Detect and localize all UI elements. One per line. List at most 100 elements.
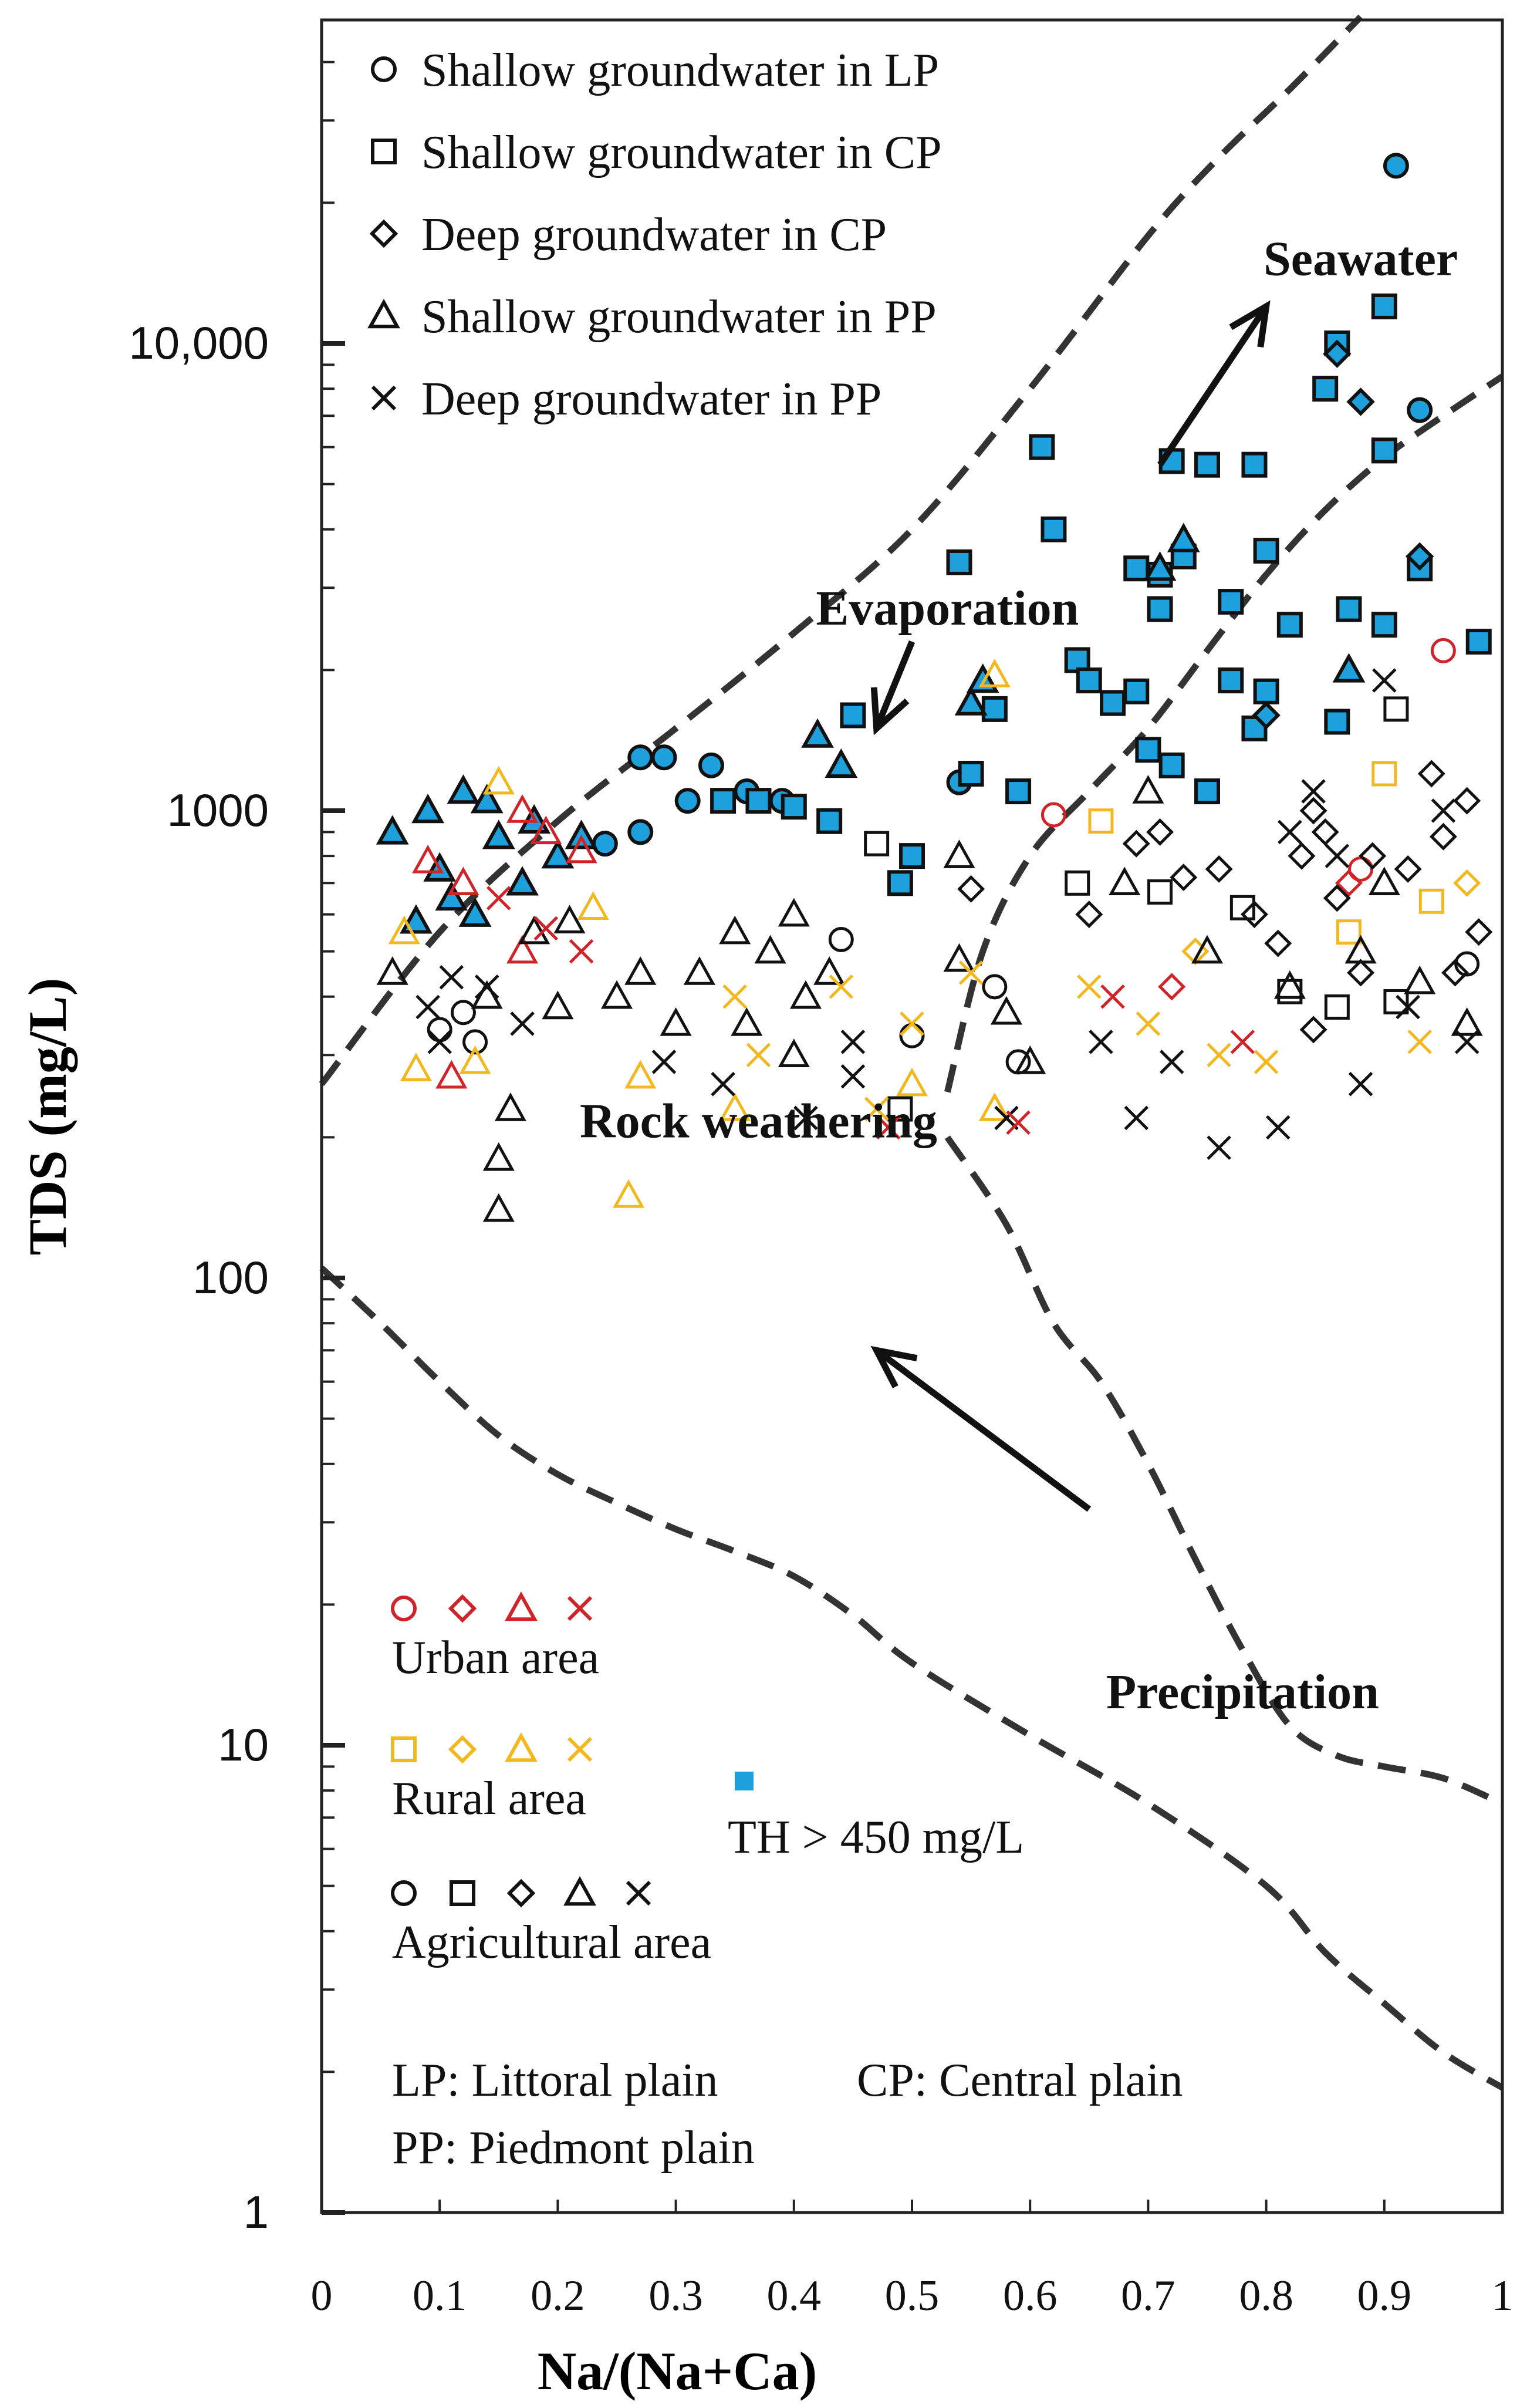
point-triangle [506, 794, 539, 823]
point-square [1253, 678, 1279, 704]
point-cross [1454, 1030, 1479, 1054]
point-cross-stroke-b [864, 1097, 889, 1121]
point-diamond [1264, 929, 1292, 957]
area-cross-icon [567, 1736, 593, 1762]
point-cross [829, 974, 854, 999]
point-circle [1454, 951, 1480, 977]
legend-label: Shallow groundwater in PP [421, 291, 937, 343]
x-tick-label: 0.8 [1239, 2272, 1293, 2320]
point-circle [674, 788, 701, 814]
point-cross-stroke-b [1348, 1071, 1373, 1097]
point-triangle [542, 990, 574, 1020]
point-cross-stroke-b [1100, 984, 1125, 1009]
point-diamond [1158, 973, 1186, 1001]
point-triangle [447, 866, 479, 896]
point-cross-stroke-b [1077, 974, 1102, 999]
point-triangle [1345, 935, 1377, 964]
x-tick-label: 0.5 [885, 2272, 940, 2320]
legend-label: Shallow groundwater in CP [421, 127, 942, 178]
point-triangle [541, 839, 575, 869]
upper-boundary [319, 14, 1363, 1087]
point-cross [416, 994, 440, 1020]
point-cross-stroke-b [1301, 779, 1326, 804]
point-square [1218, 589, 1244, 615]
point-triangle [1368, 866, 1400, 896]
point-diamond [1417, 760, 1445, 788]
point-square [1324, 994, 1350, 1020]
lower-boundary [319, 1266, 1504, 2091]
point-square [1383, 696, 1409, 722]
abbrev-lp: LP: Littoral plain [392, 2055, 718, 2106]
point-cross-stroke-b [1124, 1105, 1149, 1131]
point-diamond [1465, 918, 1493, 946]
legend-row: Shallow groundwater in CP [371, 127, 942, 178]
point-circle [627, 744, 654, 771]
point-cross-stroke-b [900, 1011, 924, 1036]
point-triangle [1143, 551, 1177, 581]
point-triangle [376, 815, 409, 845]
point-diamond [1205, 855, 1233, 883]
axis-ticks: 0 0.1 0.2 0.3 0.4 0.5 0.6 0.7 0.8 0.9 1 1 10 100 1000 1… [129, 60, 1514, 2320]
point-cross-stroke-b [1159, 1050, 1184, 1074]
point-square [1065, 870, 1090, 896]
point-cross-stroke-b [840, 1030, 866, 1054]
point-cross-stroke-b [1006, 1110, 1031, 1135]
x-axis-label: Na/(Na+Ca) [538, 2341, 818, 2401]
point-square [1371, 612, 1397, 638]
point-diamond [1453, 787, 1481, 815]
weathering-arrow-head [870, 1345, 918, 1388]
point-diamond [1323, 339, 1352, 368]
point-square [1041, 516, 1067, 542]
area-legend: Urban area Rural area Agricultural area TH … [391, 1591, 1024, 1968]
point-triangle [990, 996, 1023, 1025]
area-cross-icon-stroke-b [626, 1880, 651, 1906]
point-triangle [577, 891, 609, 920]
point-circle [828, 926, 854, 952]
series-triangle [376, 522, 1483, 1222]
point-cross-stroke-b [994, 1105, 1019, 1131]
point-cross-stroke-b [487, 886, 511, 910]
point-square [1088, 808, 1114, 834]
point-square [887, 870, 913, 896]
point-cross-stroke-b [840, 1064, 866, 1089]
legend-label: Shallow groundwater in LP [421, 45, 939, 96]
point-cross-stroke-b [829, 974, 854, 999]
point-triangle [435, 1060, 468, 1089]
point-triangle [565, 834, 597, 864]
point-square [781, 794, 807, 820]
abbrev-cp: CP: Central plain [857, 2055, 1183, 2106]
point-cross [1136, 1011, 1161, 1036]
point-square [1465, 629, 1492, 655]
point-cross [1077, 974, 1102, 999]
point-square [1371, 293, 1397, 319]
point-square [1229, 895, 1255, 920]
point-cross [1207, 1043, 1231, 1067]
point-cross-stroke-b [711, 1071, 735, 1097]
legend-diamond-icon [369, 219, 398, 248]
point-diamond [1394, 855, 1422, 883]
point-diamond [1429, 822, 1457, 851]
point-circle [462, 1029, 488, 1055]
point-triangle [1332, 653, 1366, 683]
point-square [1135, 737, 1161, 763]
point-cross-stroke-b [474, 974, 499, 999]
legend-row: Shallow groundwater in LP [371, 45, 939, 96]
region-label: Seawater [1264, 232, 1458, 286]
point-triangle [400, 1053, 433, 1081]
point-triangle [447, 774, 480, 804]
area-diamond-icon [448, 1735, 477, 1764]
point-triangle [376, 956, 408, 985]
point-square [1312, 376, 1339, 402]
x-tick-label: 0.6 [1003, 2272, 1058, 2320]
point-square [1147, 879, 1173, 905]
point-triangle [1014, 1045, 1046, 1074]
point-cross [1124, 1105, 1149, 1131]
point-triangle [470, 784, 504, 814]
point-cross [840, 1064, 866, 1089]
point-cross [1431, 798, 1456, 823]
point-triangle [624, 956, 657, 985]
point-diamond [1335, 869, 1363, 897]
point-circle [1383, 153, 1409, 179]
point-diamond [1240, 901, 1268, 929]
legend-row: Deep groundwater in CP [369, 209, 887, 261]
